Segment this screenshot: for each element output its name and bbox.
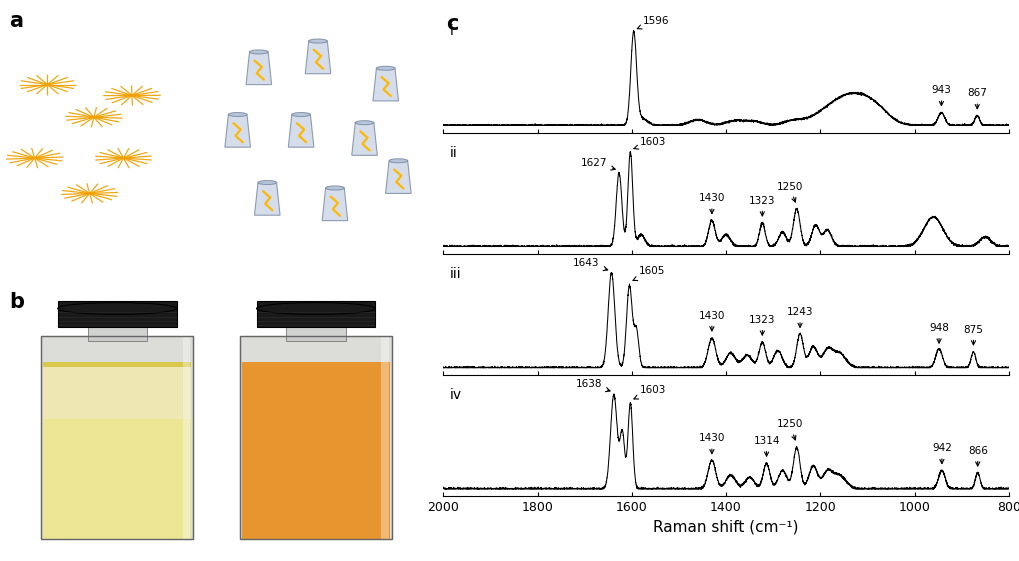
- Bar: [58, 301, 176, 327]
- Text: 942: 942: [932, 443, 952, 463]
- Bar: [43, 362, 192, 420]
- Ellipse shape: [228, 113, 247, 117]
- Bar: [41, 336, 194, 539]
- Polygon shape: [288, 114, 314, 147]
- Text: 1243: 1243: [787, 307, 813, 328]
- Ellipse shape: [356, 121, 374, 125]
- Text: 943: 943: [931, 85, 952, 105]
- Ellipse shape: [58, 302, 176, 314]
- Text: iii: iii: [450, 267, 462, 281]
- Polygon shape: [322, 188, 347, 220]
- Ellipse shape: [291, 113, 311, 117]
- Bar: [182, 336, 191, 539]
- Text: ii: ii: [450, 146, 458, 160]
- Bar: [286, 325, 345, 341]
- Text: 1643: 1643: [574, 258, 607, 270]
- Text: 866: 866: [968, 446, 987, 466]
- Text: 1627: 1627: [581, 158, 615, 170]
- Bar: [381, 336, 389, 539]
- Ellipse shape: [250, 50, 268, 54]
- Bar: [88, 325, 147, 341]
- Text: 875: 875: [964, 325, 983, 345]
- Bar: [41, 336, 194, 539]
- Text: 1596: 1596: [637, 16, 669, 29]
- Polygon shape: [352, 123, 377, 155]
- Polygon shape: [385, 161, 412, 194]
- Bar: [242, 362, 390, 539]
- X-axis label: Raman shift (cm⁻¹): Raman shift (cm⁻¹): [653, 520, 799, 535]
- Text: 1314: 1314: [753, 436, 780, 456]
- Text: 1638: 1638: [576, 379, 610, 392]
- Polygon shape: [225, 114, 251, 147]
- Ellipse shape: [258, 181, 276, 185]
- Bar: [257, 301, 375, 327]
- Text: 1430: 1430: [699, 311, 726, 331]
- Polygon shape: [306, 41, 331, 73]
- Polygon shape: [246, 52, 272, 85]
- Text: 1323: 1323: [749, 315, 775, 335]
- Text: 1323: 1323: [749, 196, 775, 216]
- Text: 948: 948: [929, 323, 949, 343]
- Text: 1603: 1603: [634, 385, 666, 399]
- Ellipse shape: [257, 302, 375, 314]
- Polygon shape: [373, 68, 398, 101]
- Bar: [239, 336, 392, 539]
- Bar: [239, 336, 392, 539]
- Text: b: b: [9, 292, 24, 311]
- Bar: [43, 367, 192, 420]
- Ellipse shape: [389, 159, 408, 163]
- Text: 1250: 1250: [776, 182, 803, 202]
- Text: 1250: 1250: [776, 420, 803, 440]
- Ellipse shape: [376, 66, 395, 70]
- Text: 867: 867: [967, 89, 987, 109]
- Ellipse shape: [309, 39, 327, 43]
- Bar: [43, 419, 192, 539]
- Text: c: c: [446, 14, 459, 34]
- Text: 1430: 1430: [699, 194, 726, 214]
- Text: a: a: [9, 11, 23, 31]
- Text: 1605: 1605: [633, 266, 665, 280]
- Text: 1603: 1603: [634, 137, 666, 149]
- Text: iv: iv: [450, 388, 463, 402]
- Text: 1430: 1430: [699, 434, 726, 454]
- Polygon shape: [255, 182, 280, 215]
- Ellipse shape: [326, 186, 344, 190]
- Text: i: i: [450, 25, 453, 39]
